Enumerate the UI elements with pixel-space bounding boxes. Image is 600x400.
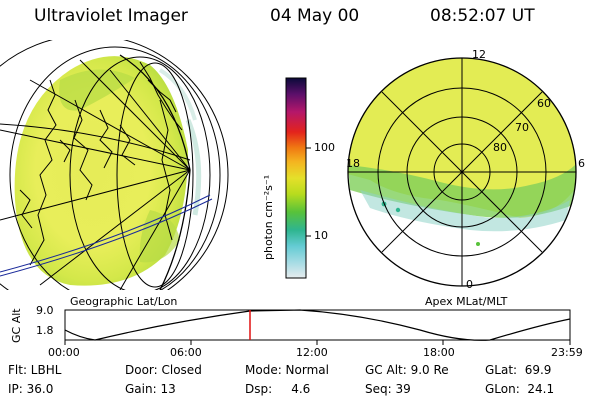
orbit-track <box>0 194 211 273</box>
mlat-label-80: 80 <box>493 141 507 154</box>
altitude-curve <box>64 309 571 341</box>
mlat-label-60: 60 <box>537 97 551 110</box>
polar-grid <box>347 57 577 287</box>
date-label: 04 May 00 <box>270 6 360 26</box>
earth-limb <box>119 54 191 290</box>
mlt-label-0: 0 <box>466 278 473 291</box>
geo-grid <box>0 40 229 290</box>
time-tick-2359: 23:59 <box>551 346 583 359</box>
info-glat: GLat: 69.9 <box>485 363 552 377</box>
time-label: 08:52:07 UT <box>430 6 535 26</box>
info-door: Door: Closed <box>125 363 202 377</box>
altitude-plot <box>64 309 571 345</box>
time-tick-0600: 06:00 <box>170 346 202 359</box>
altitude-axis-label: GC Alt <box>10 308 23 343</box>
left-green-patch <box>59 69 135 111</box>
time-tick-1800: 18:00 <box>423 346 455 359</box>
mlt-label-12: 12 <box>472 48 486 61</box>
left-panel-caption: Geographic Lat/Lon <box>70 295 178 308</box>
right-panel-caption: Apex MLat/MLT <box>425 295 508 308</box>
coastlines <box>19 61 183 266</box>
mlat-label-70: 70 <box>515 121 529 134</box>
colorbar <box>285 77 307 279</box>
info-ip: IP: 36.0 <box>8 382 54 396</box>
info-seq: Seq: 39 <box>365 382 411 396</box>
colorbar-unit-label: photon cm⁻²s⁻¹ <box>262 174 275 260</box>
info-gain: Gain: 13 <box>125 382 176 396</box>
left-image-panel <box>0 40 229 290</box>
left-green-patch-2 <box>139 210 180 263</box>
info-filter: Flt: LBHL <box>8 363 62 377</box>
altitude-tick-9: 9.0 <box>36 304 54 317</box>
colorbar-tick-10: 10 <box>314 229 328 242</box>
info-gc-alt: GC Alt: 9.0 Re <box>365 363 449 377</box>
altitude-tick-1-8: 1.8 <box>36 324 54 337</box>
instrument-title: Ultraviolet Imager <box>34 6 188 26</box>
mlt-label-18: 18 <box>346 157 360 170</box>
mlt-label-6: 6 <box>578 157 585 170</box>
info-dsp: Dsp: 4.6 <box>245 382 311 396</box>
colorbar-tick-100: 100 <box>314 141 335 154</box>
info-glon: GLon: 24.1 <box>485 382 555 396</box>
time-tick-0000: 00:00 <box>48 346 80 359</box>
time-tick-1200: 12:00 <box>296 346 328 359</box>
info-mode: Mode: Normal <box>245 363 329 377</box>
polar-cyan-band <box>360 190 570 232</box>
right-polar-panel <box>347 57 577 287</box>
